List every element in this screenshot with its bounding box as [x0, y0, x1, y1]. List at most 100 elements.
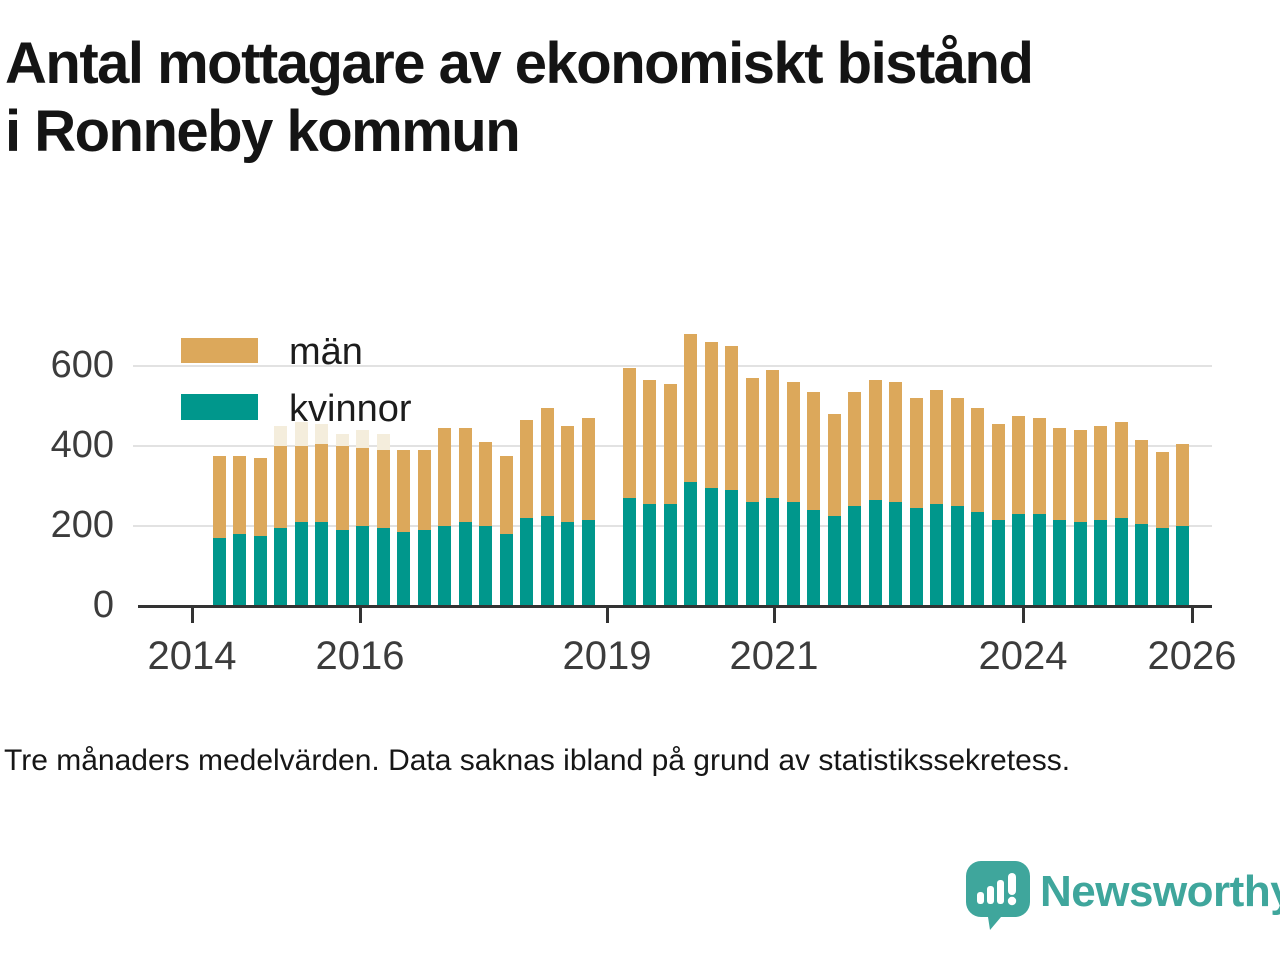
- bar-kvinnor-2015 Q2: [295, 522, 308, 606]
- bar-man-2014 Q4: [254, 458, 267, 536]
- bar-faded-overlay-2016 Q2: [377, 434, 390, 450]
- bar-kvinnor-2025 Q3: [1135, 524, 1148, 606]
- bar-man-2022 Q1: [848, 392, 861, 506]
- bar-man-2022 Q2: [869, 380, 882, 500]
- bar-man-2023 Q3: [971, 408, 984, 512]
- y-tick-label-200: 200: [50, 504, 114, 546]
- bar-kvinnor-2015 Q3: [315, 522, 328, 606]
- bar-faded-overlay-2016 Q1: [356, 430, 369, 448]
- x-axis-line: [138, 605, 1212, 608]
- bar-man-2019 Q2: [623, 368, 636, 498]
- bar-kvinnor-2018 Q2: [541, 516, 554, 606]
- bar-kvinnor-2021 Q2: [787, 502, 800, 606]
- bar-man-2025 Q2: [1115, 422, 1128, 518]
- x-tick-mark-2021: [773, 608, 776, 623]
- bar-kvinnor-2024 Q3: [1053, 520, 1066, 606]
- x-tick-label-2024: 2024: [978, 634, 1068, 678]
- bar-kvinnor-2018 Q4: [582, 520, 595, 606]
- bar-kvinnor-2023 Q1: [930, 504, 943, 606]
- bar-kvinnor-2020 Q2: [705, 488, 718, 606]
- bar-kvinnor-2023 Q4: [992, 520, 1005, 606]
- newsworthy-wordmark: Newsworthy: [1040, 867, 1280, 916]
- bar-man-2017 Q4: [500, 456, 513, 534]
- bar-kvinnor-2017 Q4: [500, 534, 513, 606]
- chart-title-line1: Antal mottagare av ekonomiskt bistånd: [5, 31, 1034, 96]
- bar-man-2018 Q1: [520, 420, 533, 518]
- bar-kvinnor-2024 Q1: [1012, 514, 1025, 606]
- bar-kvinnor-2021 Q1: [766, 498, 779, 606]
- legend-label-kvinnor: kvinnor: [289, 388, 412, 430]
- bar-kvinnor-2019 Q3: [643, 504, 656, 606]
- chart-title: Antal mottagare av ekonomiskt bistånd i …: [5, 30, 1275, 166]
- x-tick-mark-2016: [359, 608, 362, 623]
- bar-man-2024 Q2: [1033, 418, 1046, 514]
- bar-kvinnor-2022 Q2: [869, 500, 882, 606]
- bar-kvinnor-2016 Q2: [377, 528, 390, 606]
- bar-man-2015 Q3: [315, 444, 328, 522]
- bar-kvinnor-2024 Q4: [1074, 522, 1087, 606]
- newsworthy-logo: Newsworthy: [966, 861, 1280, 931]
- footnote: Tre månaders medelvärden. Data saknas ib…: [4, 744, 1071, 777]
- bar-kvinnor-2014 Q3: [233, 534, 246, 606]
- x-tick-mark-2019: [606, 608, 609, 623]
- bar-man-2018 Q2: [541, 408, 554, 516]
- bar-kvinnor-2026 Q1: [1176, 526, 1189, 606]
- bar-kvinnor-2021 Q4: [828, 516, 841, 606]
- bar-man-2016 Q2: [377, 450, 390, 528]
- bar-man-2023 Q2: [951, 398, 964, 506]
- y-tick-label-0: 0: [92, 584, 114, 626]
- bar-kvinnor-2021 Q3: [807, 510, 820, 606]
- bar-man-2021 Q4: [828, 414, 841, 516]
- bar-man-2023 Q1: [930, 390, 943, 504]
- bar-kvinnor-2017 Q1: [438, 526, 451, 606]
- bar-kvinnor-2015 Q1: [274, 528, 287, 606]
- x-tick-label-2019: 2019: [562, 634, 652, 678]
- bar-man-2014 Q2: [213, 456, 226, 538]
- bar-faded-overlay-2015 Q2: [295, 422, 308, 446]
- bar-man-2024 Q1: [1012, 416, 1025, 514]
- bar-faded-overlay-2015 Q3: [315, 424, 328, 444]
- bar-kvinnor-2022 Q1: [848, 506, 861, 606]
- chart-title-line2: i Ronneby kommun: [5, 99, 521, 164]
- bar-kvinnor-2019 Q2: [623, 498, 636, 606]
- bar-man-2015 Q1: [274, 446, 287, 528]
- x-tick-mark-2024: [1022, 608, 1025, 623]
- legend-swatch-kvinnor: [181, 394, 258, 420]
- bar-man-2025 Q4: [1156, 452, 1169, 528]
- x-tick-label-2021: 2021: [729, 634, 819, 678]
- bar-man-2023 Q4: [992, 424, 1005, 520]
- bar-kvinnor-2016 Q4: [418, 530, 431, 606]
- bar-kvinnor-2017 Q2: [459, 522, 472, 606]
- bar-faded-overlay-2015 Q4: [336, 434, 349, 446]
- bar-man-2019 Q4: [664, 384, 677, 504]
- bar-man-2025 Q1: [1094, 426, 1107, 520]
- bar-kvinnor-2025 Q2: [1115, 518, 1128, 606]
- bar-man-2020 Q3: [725, 346, 738, 490]
- bar-kvinnor-2014 Q4: [254, 536, 267, 606]
- bar-man-2015 Q4: [336, 446, 349, 530]
- x-tick-label-2014: 2014: [147, 634, 237, 678]
- bar-man-2019 Q3: [643, 380, 656, 504]
- bar-man-2021 Q3: [807, 392, 820, 510]
- bar-man-2017 Q1: [438, 428, 451, 526]
- bar-kvinnor-2018 Q1: [520, 518, 533, 606]
- bar-kvinnor-2016 Q1: [356, 526, 369, 606]
- bar-man-2025 Q3: [1135, 440, 1148, 524]
- y-tick-label-400: 400: [50, 424, 114, 466]
- speech-bubble-bar-chart-icon: [966, 861, 1030, 930]
- bar-kvinnor-2020 Q3: [725, 490, 738, 606]
- bar-man-2017 Q2: [459, 428, 472, 522]
- bar-man-2020 Q1: [684, 334, 697, 482]
- x-tick-label-2026: 2026: [1147, 634, 1237, 678]
- bar-kvinnor-2024 Q2: [1033, 514, 1046, 606]
- bar-kvinnor-2025 Q4: [1156, 528, 1169, 606]
- y-tick-label-600: 600: [50, 344, 114, 386]
- legend-swatch-man: [181, 338, 258, 363]
- bar-kvinnor-2023 Q2: [951, 506, 964, 606]
- bar-man-2024 Q4: [1074, 430, 1087, 522]
- bar-kvinnor-2016 Q3: [397, 532, 410, 606]
- bar-man-2016 Q3: [397, 450, 410, 532]
- bar-man-2022 Q3: [889, 382, 902, 502]
- bar-man-2016 Q1: [356, 448, 369, 526]
